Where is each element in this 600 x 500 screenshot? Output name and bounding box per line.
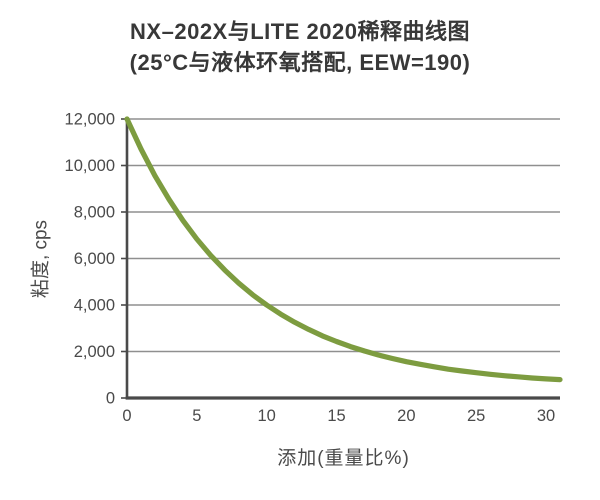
x-tick-label: 15 [327,407,345,425]
viscosity-curve [124,116,563,383]
y-tick-label: 6,000 [74,250,115,268]
chart-title: NX–202X与LITE 2020稀释曲线图 [130,19,470,44]
x-tick-label: 5 [192,407,201,425]
y-tick-label: 2,000 [74,343,115,361]
y-tick-label: 8,000 [74,204,115,222]
y-tick-label: 4,000 [74,297,115,315]
chart-subtitle: (25°C与液体环氧搭配, EEW=190) [129,50,471,75]
x-tick-label: 30 [537,407,555,425]
chart-title-block: NX–202X与LITE 2020稀释曲线图 (25°C与液体环氧搭配, EEW… [0,16,600,78]
x-tick-label: 10 [257,407,275,425]
y-axis-title: 粘度, cps [30,219,52,299]
x-tick-label: 0 [122,407,131,425]
y-tick-label: 0 [106,390,115,408]
x-tick-label: 20 [397,407,415,425]
x-tick-label: 25 [467,407,485,425]
y-tick-label: 10,000 [65,157,115,175]
y-tick-label: 12,000 [65,111,115,129]
x-axis-title: 添加(重量比%) [277,448,410,469]
